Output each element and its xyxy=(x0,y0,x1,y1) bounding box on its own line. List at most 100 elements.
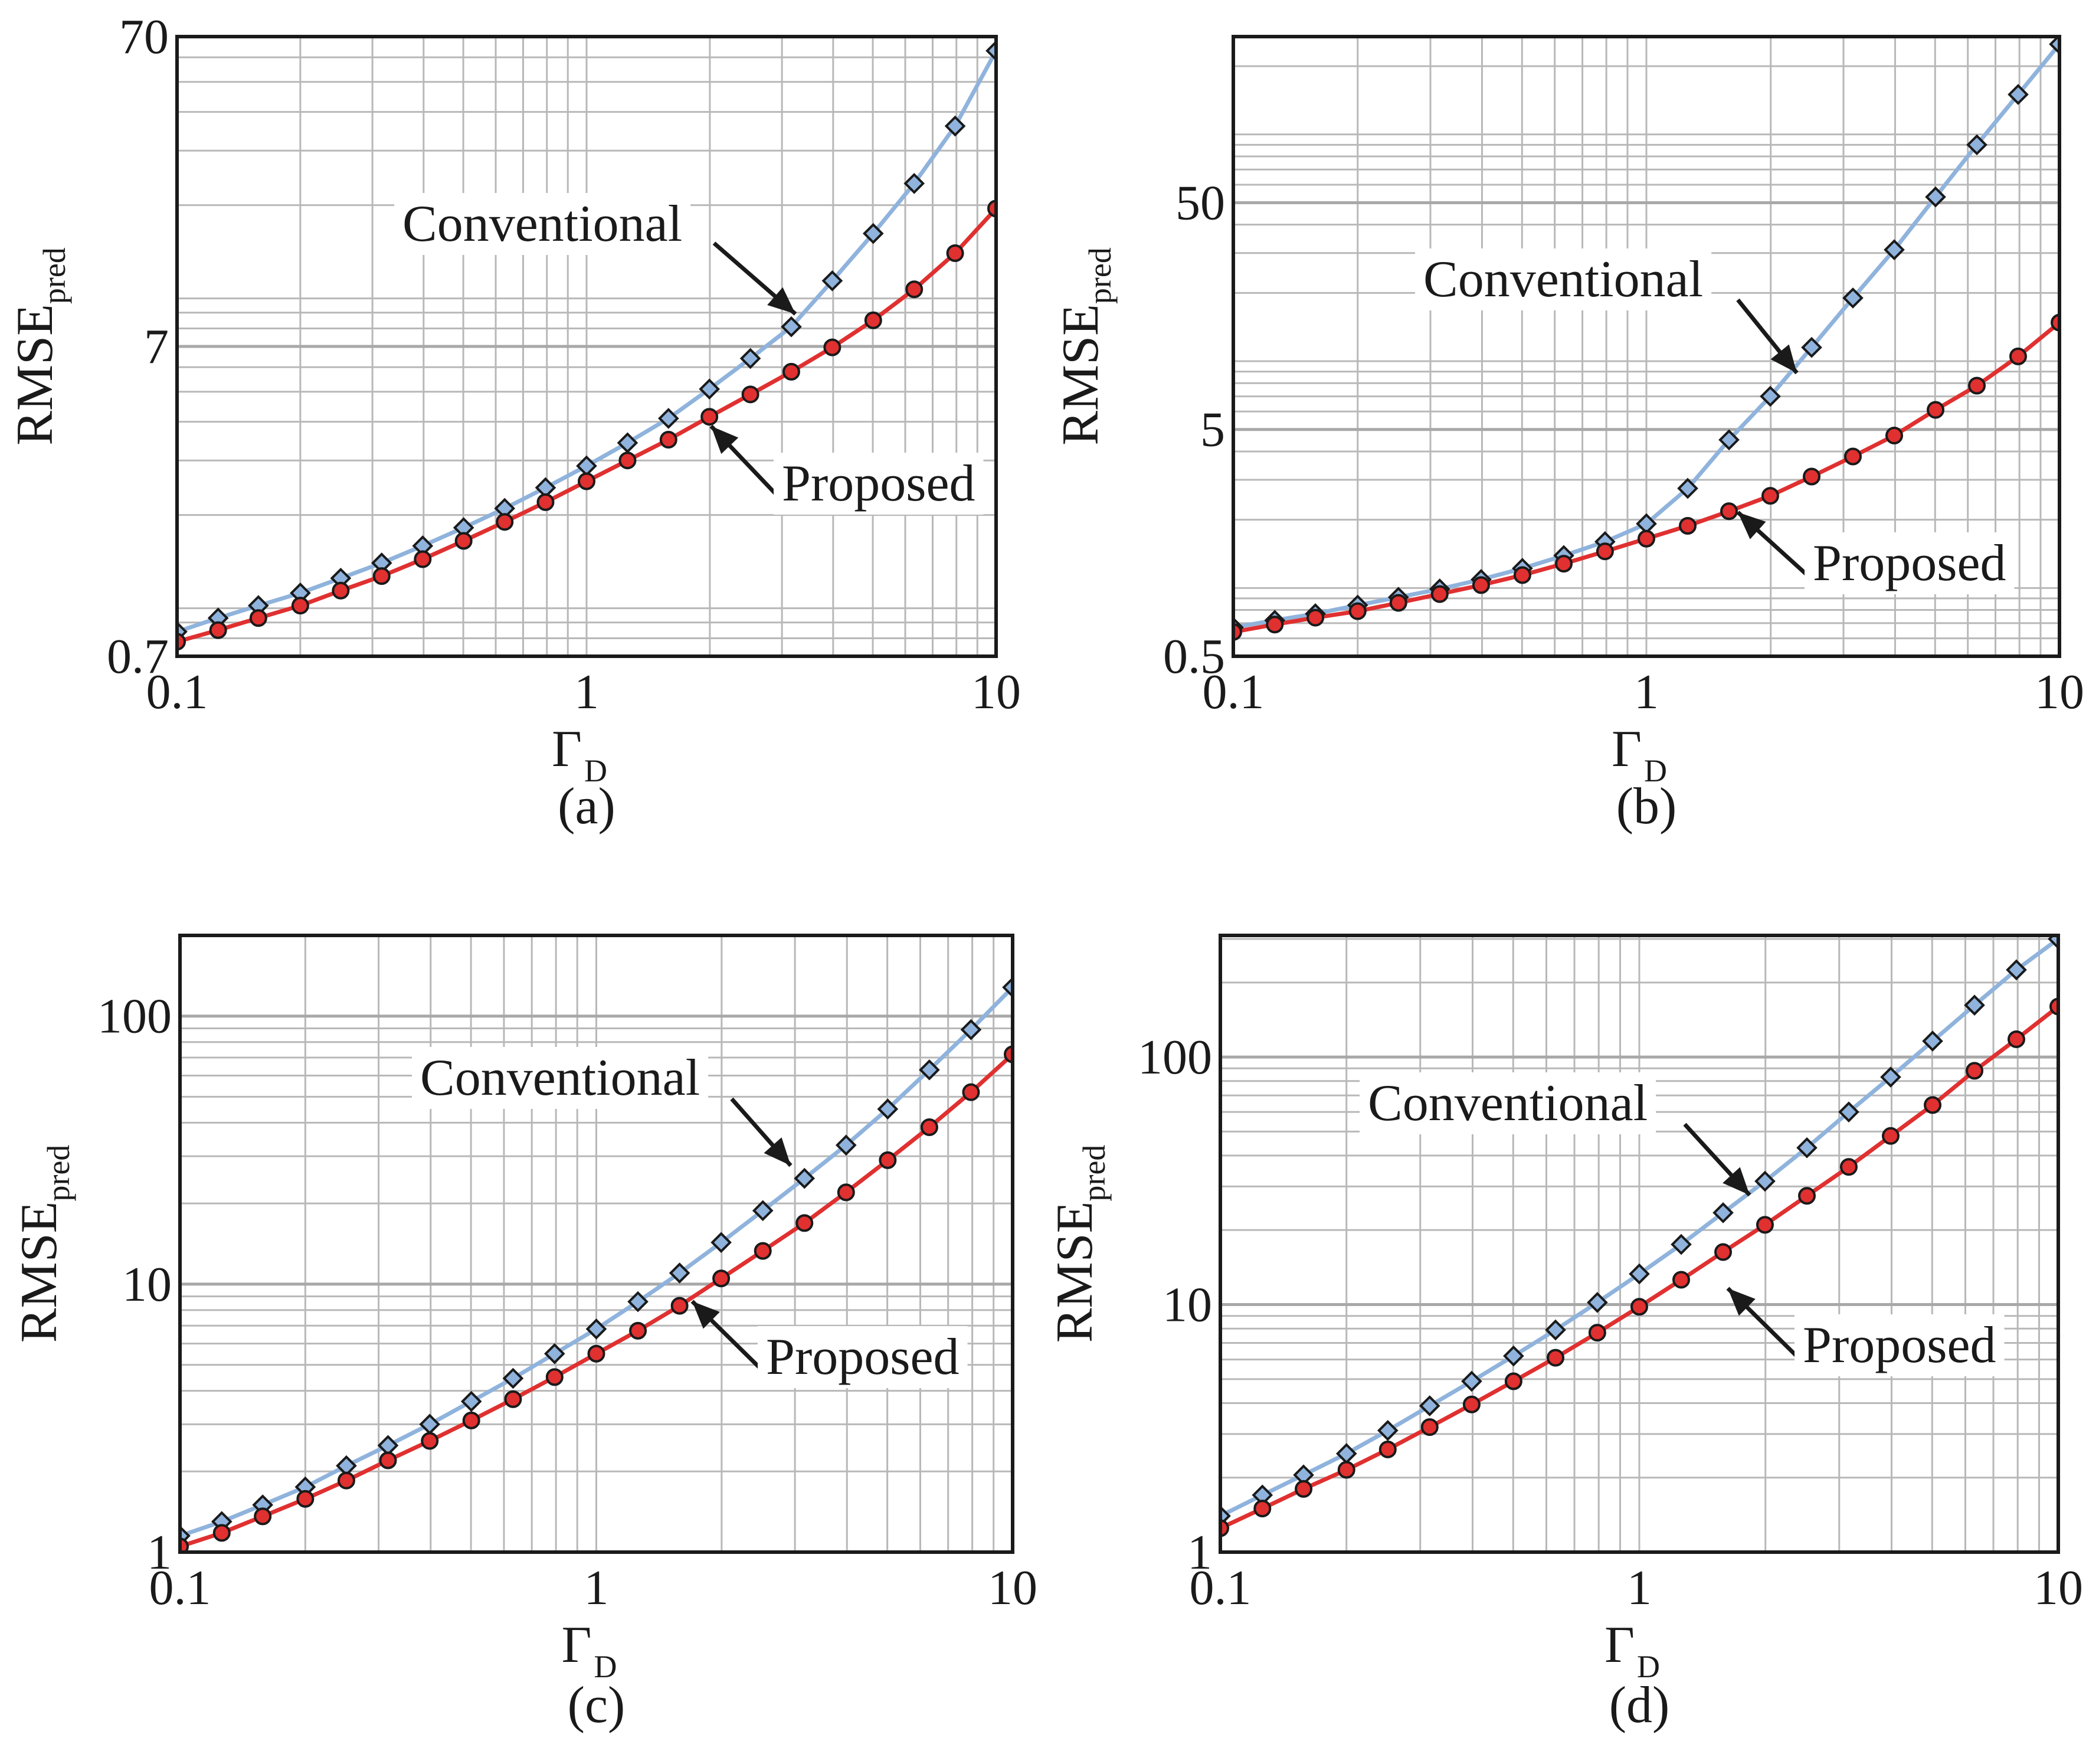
data-point-conventional xyxy=(877,1098,899,1120)
data-point-proposed xyxy=(1596,542,1614,561)
data-point-conventional xyxy=(699,378,720,400)
data-point-proposed xyxy=(712,1269,731,1288)
data-point-proposed xyxy=(454,532,473,550)
data-point-conventional xyxy=(2049,37,2059,55)
data-point-proposed xyxy=(332,581,350,600)
plot-frame xyxy=(178,934,1014,1554)
data-point-proposed xyxy=(1761,487,1779,505)
plot-frame xyxy=(1232,35,2061,658)
data-point-conventional xyxy=(1754,1170,1776,1192)
y-tick-label: 10 xyxy=(1163,1278,1212,1333)
data-point-conventional xyxy=(585,1318,607,1340)
data-point-conventional xyxy=(1461,1370,1482,1392)
series-group xyxy=(177,40,996,651)
series-group xyxy=(1220,935,2058,1537)
data-point-proposed xyxy=(2051,313,2059,332)
chart-panel-1: 0.1 1 10 0.7 7 70 Γ D RMSEpred (a) Conventional Pro… xyxy=(6,9,1021,835)
data-point-proposed xyxy=(1295,1480,1313,1498)
data-point-conventional xyxy=(1964,994,1985,1016)
data-point-conventional xyxy=(1925,186,1946,208)
data-point-conventional xyxy=(1922,1030,1943,1052)
annotation-proposed-arrow-head xyxy=(1728,1288,1756,1316)
data-point-proposed xyxy=(1547,1349,1565,1367)
data-point-proposed xyxy=(837,1183,855,1202)
data-point-proposed xyxy=(1266,616,1284,634)
data-point-proposed xyxy=(754,1242,772,1260)
data-point-proposed xyxy=(782,362,800,381)
y-axis-label: RMSEpred xyxy=(6,247,72,446)
data-point-conventional xyxy=(1377,1420,1399,1441)
data-point-proposed xyxy=(946,244,964,262)
data-point-conventional xyxy=(1801,336,1822,358)
data-point-proposed xyxy=(629,1321,647,1340)
data-point-conventional xyxy=(739,348,761,369)
data-point-proposed xyxy=(1714,1243,1733,1261)
series-group xyxy=(180,977,1013,1552)
data-point-proposed xyxy=(1472,576,1490,594)
data-point-proposed xyxy=(823,338,841,356)
data-point-conventional xyxy=(1677,477,1698,499)
y-tick-label: 70 xyxy=(119,9,169,64)
y-tick-label: 7 xyxy=(144,319,169,374)
data-point-proposed xyxy=(1885,427,1903,445)
panel-caption: (d) xyxy=(1609,1677,1670,1734)
data-point-proposed xyxy=(795,1214,814,1232)
data-point-proposed xyxy=(1679,516,1697,535)
data-point-proposed xyxy=(1966,1062,1984,1080)
annotation-proposed-arrow-head xyxy=(692,1301,720,1329)
data-point-conventional xyxy=(1002,977,1013,998)
y-axis-label: RMSEpred xyxy=(1046,1145,1112,1343)
panel-caption: (c) xyxy=(568,1677,626,1734)
data-point-proposed xyxy=(1756,1216,1774,1234)
x-tick-label: 10 xyxy=(2035,665,2084,719)
data-point-proposed xyxy=(1378,1440,1397,1458)
annotation-conventional-label: Conventional xyxy=(402,195,682,253)
x-axis-label: Γ xyxy=(552,721,582,778)
data-point-proposed xyxy=(962,1083,980,1101)
data-point-conventional xyxy=(781,316,802,338)
data-point-proposed xyxy=(1843,447,1862,466)
data-point-proposed xyxy=(1839,1158,1858,1176)
x-tick-label: 0.1 xyxy=(1190,1560,1252,1615)
data-point-conventional xyxy=(1884,239,1905,261)
data-point-proposed xyxy=(741,385,759,404)
data-point-proposed xyxy=(1220,1519,1229,1537)
annotation-proposed-label-bg xyxy=(1805,532,2015,594)
data-point-proposed xyxy=(1555,555,1573,573)
data-point-conventional xyxy=(1419,1395,1440,1416)
data-point-conventional xyxy=(1712,1202,1734,1223)
annotation-conventional-label: Conventional xyxy=(420,1049,700,1107)
annotation-conventional-arrow-head xyxy=(767,287,795,314)
panel-caption: (a) xyxy=(558,778,615,835)
y-tick-label: 50 xyxy=(1175,175,1225,230)
data-point-proposed xyxy=(700,408,719,426)
data-point-conventional xyxy=(1671,1233,1692,1255)
data-point-proposed xyxy=(1588,1324,1606,1342)
x-axis-label: Γ xyxy=(562,1616,592,1674)
x-axis-label-sub: D xyxy=(594,1649,617,1684)
x-tick-label: 10 xyxy=(988,1560,1037,1615)
data-point-proposed xyxy=(545,1368,564,1386)
data-point-proposed xyxy=(1803,467,1821,486)
data-point-conventional xyxy=(2008,84,2029,105)
data-point-conventional xyxy=(2006,959,2027,981)
data-point-proposed xyxy=(1504,1372,1522,1390)
x-tick-label: 1 xyxy=(1634,665,1659,719)
data-point-proposed xyxy=(1881,1127,1900,1145)
grid xyxy=(177,37,996,656)
annotation-proposed-label-bg xyxy=(758,1326,968,1388)
x-axis-label: Γ xyxy=(1612,721,1642,778)
data-point-conventional xyxy=(657,408,679,429)
data-point-conventional xyxy=(821,270,843,292)
data-point-proposed xyxy=(1968,377,1986,395)
annotation-proposed-arrow-head xyxy=(711,426,739,454)
data-point-conventional xyxy=(543,1343,565,1364)
data-point-conventional xyxy=(1838,1101,1859,1122)
data-point-proposed xyxy=(209,621,227,639)
annotation-proposed-arrow-head xyxy=(1738,512,1766,539)
y-axis-label: RMSEpred xyxy=(1052,247,1118,446)
x-tick-label: 0.1 xyxy=(149,1560,211,1615)
data-point-conventional xyxy=(919,1059,940,1081)
